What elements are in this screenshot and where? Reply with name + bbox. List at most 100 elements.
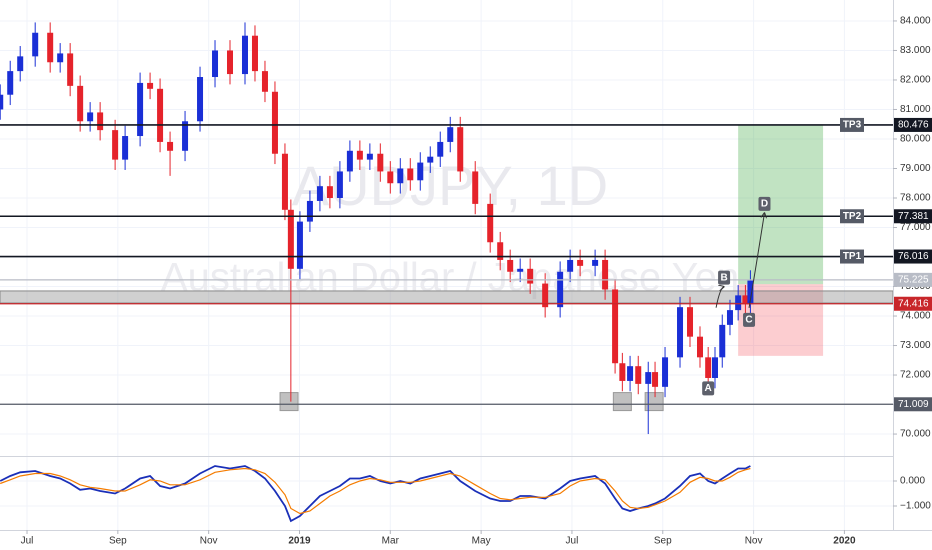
y-tick-label: 73.000 [900, 340, 931, 351]
candle-body [711, 357, 718, 378]
x-tick-label: Sep [109, 536, 127, 547]
level-tag [894, 272, 932, 287]
candle-body [261, 71, 268, 92]
candle-body [336, 171, 343, 198]
x-tick-label: Jul [21, 536, 34, 547]
level-name: TP3 [843, 120, 862, 131]
marker [644, 392, 664, 412]
candle-body [417, 162, 424, 181]
level-tag [894, 397, 932, 412]
candle-body [167, 141, 174, 151]
candle-body [627, 366, 634, 381]
candle-body [662, 357, 669, 387]
level-name-tag [840, 249, 864, 264]
level-price: 71.009 [898, 399, 929, 410]
candle-body [457, 127, 464, 172]
candle-body [0, 94, 4, 110]
candle-body [57, 53, 64, 63]
level-name-tag [840, 209, 864, 224]
candle-body [316, 186, 323, 201]
candle-body [67, 53, 74, 86]
watermark-symbol: AUDJPY, 1D [292, 154, 608, 217]
y-tick-label: −1.000 [900, 501, 931, 512]
candle-body [437, 141, 444, 157]
candle-body [356, 150, 363, 160]
candle-body [652, 372, 659, 387]
plot: A B C D [0, 22, 894, 435]
annotation-box [702, 381, 715, 396]
y-tick-label: 82.000 [900, 75, 931, 86]
candle-body [271, 91, 278, 154]
candle-body [366, 153, 373, 160]
oscillator-line [0, 467, 751, 515]
support-zone [0, 290, 894, 304]
level-price: 75.225 [898, 275, 929, 286]
candle-body [407, 168, 414, 181]
candle-body [306, 200, 313, 222]
candle-body [612, 289, 619, 364]
x-tick-label: Jul [566, 536, 579, 547]
candle-body [227, 50, 234, 75]
candle-body [447, 127, 454, 142]
level-tag [894, 209, 932, 224]
level-name: TP1 [843, 251, 862, 262]
profit-zone [738, 124, 824, 285]
candle-body [577, 259, 584, 266]
candle-body [677, 307, 684, 358]
candle-body [697, 336, 704, 358]
arrow [715, 287, 724, 308]
candle-body [497, 242, 504, 260]
y-tick-label: 84.000 [900, 16, 931, 27]
x-tick-label: Mar [382, 536, 400, 547]
candle-body [296, 221, 303, 269]
level-price: 80.476 [898, 120, 929, 131]
candle-body [602, 259, 609, 290]
candle-body [182, 121, 189, 151]
candle-body [281, 153, 288, 210]
candle-body [387, 171, 394, 184]
level-tag [894, 117, 932, 132]
y-tick-label: 78.000 [900, 193, 931, 204]
candle-body [705, 357, 712, 378]
arrow [748, 213, 764, 308]
y-tick-label: 80.000 [900, 134, 931, 145]
candle-body [97, 112, 104, 131]
annotation-label: C [745, 314, 752, 325]
candle-body [719, 324, 726, 358]
x-tick-label: Nov [745, 536, 763, 547]
candle-body [17, 56, 24, 72]
x-tick-label: 2020 [833, 536, 856, 547]
level-price: 74.416 [898, 298, 929, 309]
candle-body [137, 82, 144, 137]
candle-body [346, 150, 353, 172]
annotation-box [758, 196, 771, 211]
candle-body [542, 283, 549, 308]
y-tick-label: 74.000 [900, 311, 931, 322]
x-tick-label: Nov [200, 536, 218, 547]
candle-body [726, 310, 733, 325]
level-tag [894, 296, 932, 311]
candle-body [122, 136, 129, 160]
x-tick-label: Sep [654, 536, 672, 547]
marker [279, 392, 299, 412]
level-tag [894, 249, 932, 264]
candle-body [397, 168, 404, 184]
candle-body [619, 363, 626, 381]
candle-body [557, 271, 564, 308]
candle-body [635, 366, 642, 384]
candle-body [747, 280, 754, 305]
candle-body [7, 71, 14, 95]
level-name: TP2 [843, 211, 862, 222]
watermark-description: Australian Dollar / Japanese Yen [161, 256, 739, 300]
candle-body [326, 186, 333, 198]
candle-body [241, 35, 248, 75]
x-tick-label: May [472, 536, 491, 547]
level-price: 77.381 [898, 211, 929, 222]
annotation-label: D [761, 199, 768, 210]
annotation-box [743, 312, 756, 327]
candle-body [47, 32, 54, 63]
candle-body [567, 259, 574, 272]
candle-body [147, 82, 154, 89]
